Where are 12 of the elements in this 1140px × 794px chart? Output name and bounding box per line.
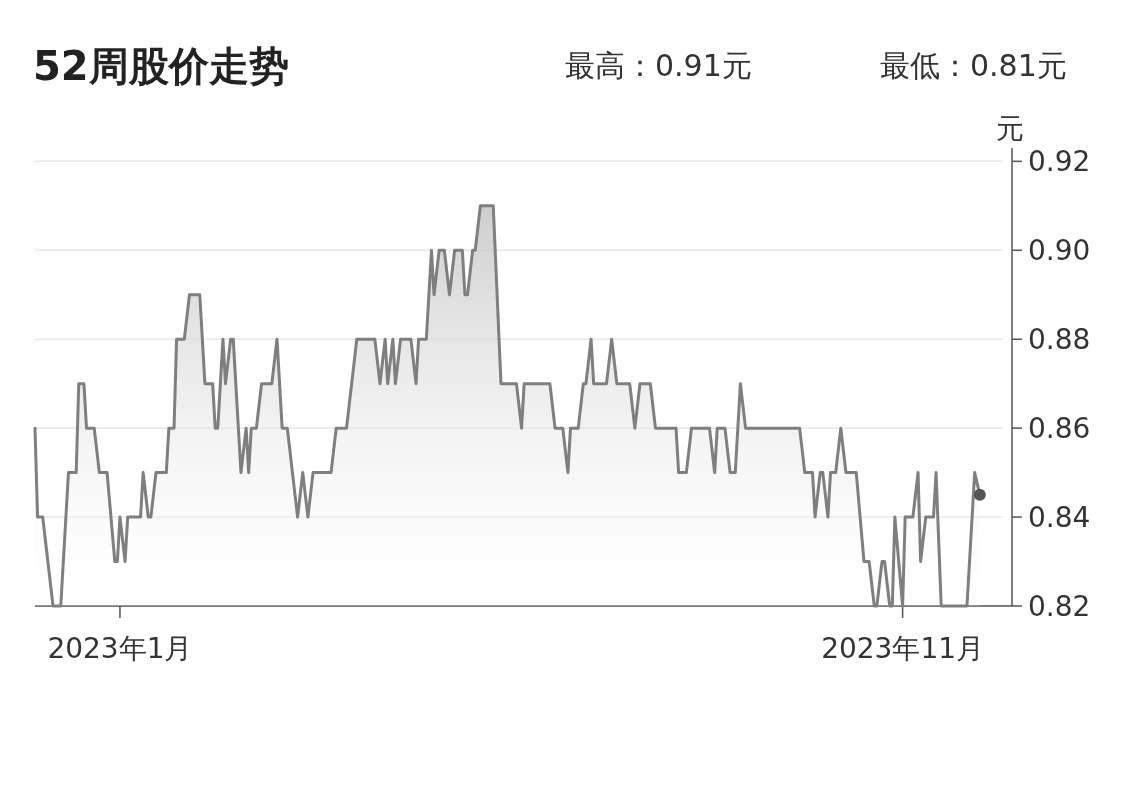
y-tick-label: 0.82 — [1028, 590, 1091, 623]
y-tick-label: 0.92 — [1028, 145, 1091, 179]
y-tick-label: 0.90 — [1028, 234, 1091, 268]
x-tick-label: 2023年11月 — [821, 632, 985, 665]
y-tick-label: 0.86 — [1028, 412, 1091, 446]
y-tick-label: 0.88 — [1028, 323, 1091, 357]
y-axis-title: 元 — [996, 112, 1024, 145]
text: 最高：0.91元 — [565, 48, 752, 83]
chart-title: 52周股价走势 — [33, 43, 289, 89]
x-tick-label: 2023年1月 — [47, 632, 193, 665]
text: 最低：0.81元 — [880, 48, 1067, 83]
y-tick-label: 0.84 — [1028, 501, 1091, 535]
